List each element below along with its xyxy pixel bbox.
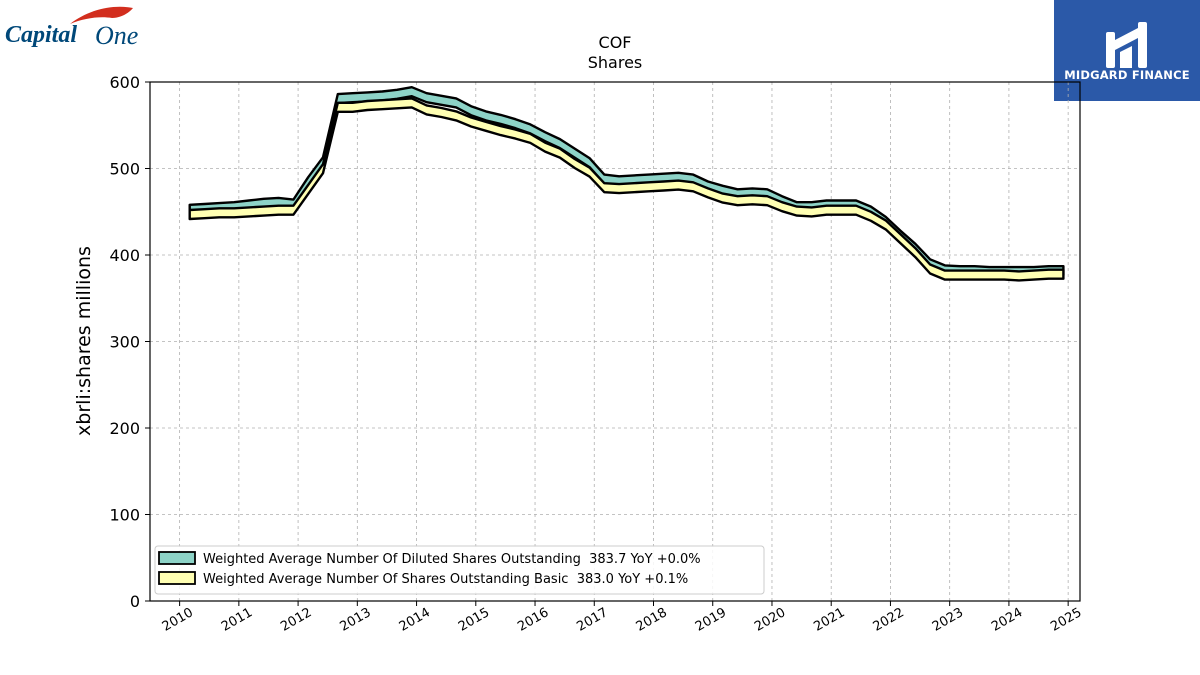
svg-text:One: One bbox=[95, 21, 138, 50]
y-tick-label: 500 bbox=[109, 160, 140, 179]
legend-label-basic: Weighted Average Number Of Shares Outsta… bbox=[203, 572, 688, 587]
x-tick-label: 2015 bbox=[456, 605, 492, 635]
y-tick-label: 300 bbox=[109, 333, 140, 352]
grid bbox=[150, 81, 1080, 602]
legend-box bbox=[154, 545, 765, 595]
series-area bbox=[188, 85, 1065, 282]
y-axis-label: xbrli:shares millions bbox=[73, 246, 95, 436]
y-axis: 0 100 200 300 400 500 600 bbox=[109, 73, 150, 611]
x-tick-label: 2017 bbox=[574, 605, 610, 635]
capital-one-logo: Capital One bbox=[5, 6, 138, 50]
x-tick-label: 2025 bbox=[1048, 605, 1084, 635]
x-tick-label: 2016 bbox=[515, 605, 551, 635]
y-tick-label: 600 bbox=[109, 73, 140, 92]
series-band-1 bbox=[188, 97, 1065, 282]
y-tick-label: 100 bbox=[109, 506, 140, 525]
x-tick-label: 2022 bbox=[871, 605, 907, 635]
chart-subtitle: Shares bbox=[588, 53, 643, 72]
x-tick-label: 2011 bbox=[219, 605, 255, 635]
midgard-emblem-icon bbox=[1106, 22, 1147, 68]
x-axis: 2010 2011 2012 2013 2014 2015 2016 2017 2018 2019… bbox=[160, 601, 1084, 635]
x-tick-label: 2021 bbox=[811, 605, 847, 635]
midgard-finance-logo bbox=[1054, 0, 1200, 101]
x-tick-label: 2010 bbox=[160, 605, 196, 635]
y-tick-label: 400 bbox=[109, 246, 140, 265]
x-tick-label: 2014 bbox=[397, 605, 433, 635]
x-tick-label: 2020 bbox=[752, 605, 788, 635]
svg-text:Capital: Capital bbox=[5, 22, 77, 48]
logo-swoosh-icon bbox=[70, 6, 133, 24]
x-tick-label: 2012 bbox=[278, 605, 314, 635]
legend-label-diluted: Weighted Average Number Of Diluted Share… bbox=[203, 552, 701, 567]
legend-swatch-diluted bbox=[158, 551, 196, 565]
x-tick-label: 2019 bbox=[693, 605, 729, 635]
x-tick-label: 2024 bbox=[989, 605, 1025, 635]
y-tick-label: 0 bbox=[130, 592, 140, 611]
y-tick-label: 200 bbox=[109, 419, 140, 438]
midgard-finance-wordmark: MIDGARD FINANCE bbox=[1064, 68, 1190, 82]
x-tick-label: 2018 bbox=[634, 605, 670, 635]
x-tick-label: 2023 bbox=[930, 605, 966, 635]
legend: Weighted Average Number Of Diluted Share… bbox=[154, 545, 765, 595]
chart-title: COF bbox=[599, 33, 632, 52]
series-band-0 bbox=[188, 85, 1065, 278]
x-tick-label: 2013 bbox=[337, 605, 373, 635]
legend-swatch-basic bbox=[158, 571, 196, 585]
